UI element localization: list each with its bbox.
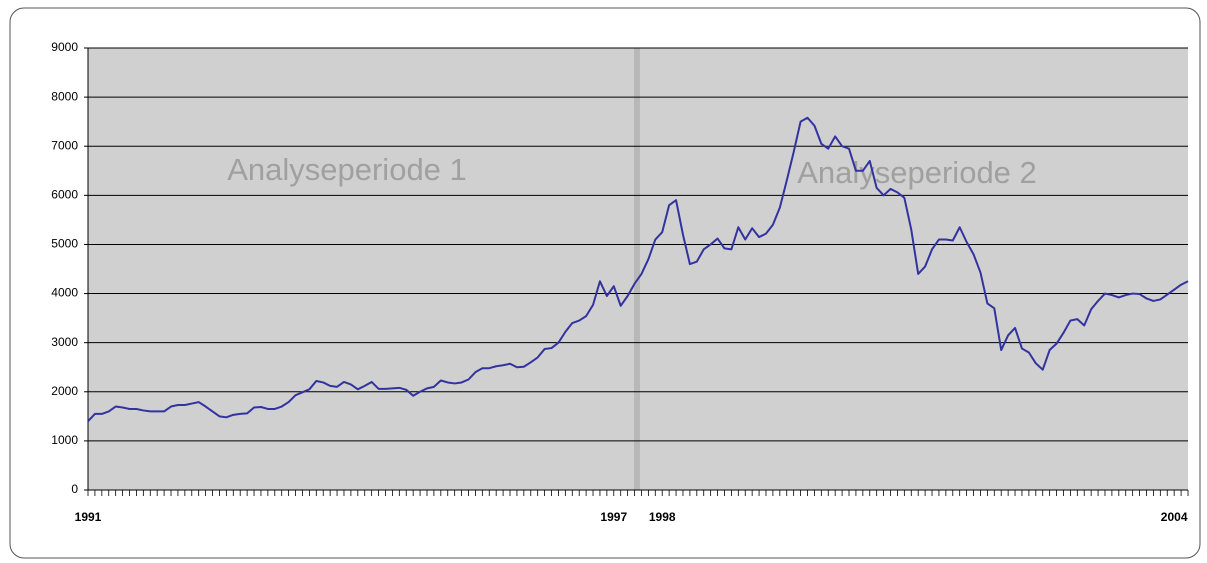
data-line — [87, 116, 1189, 422]
x-tick-label: 1991 — [75, 510, 102, 524]
annotation: Analyseperiode 2 — [797, 155, 1037, 190]
y-tick-label: 8000 — [51, 89, 78, 103]
y-tick-label: 0 — [71, 482, 78, 496]
x-tick-label: 1998 — [649, 510, 676, 524]
y-tick-label: 1000 — [51, 433, 78, 447]
y-tick-label: 3000 — [51, 335, 78, 349]
period-divider — [634, 48, 640, 490]
y-tick-label: 4000 — [51, 286, 78, 300]
y-tick-label: 9000 — [51, 40, 78, 54]
y-tick-label: 6000 — [51, 188, 78, 202]
x-tick-label: 1997 — [600, 510, 627, 524]
x-tick-label: 2004 — [1161, 510, 1188, 524]
y-tick-label: 7000 — [51, 138, 78, 152]
y-tick-label: 5000 — [51, 237, 78, 251]
annotation: Analyseperiode 1 — [227, 152, 467, 187]
y-tick-label: 2000 — [51, 384, 78, 398]
